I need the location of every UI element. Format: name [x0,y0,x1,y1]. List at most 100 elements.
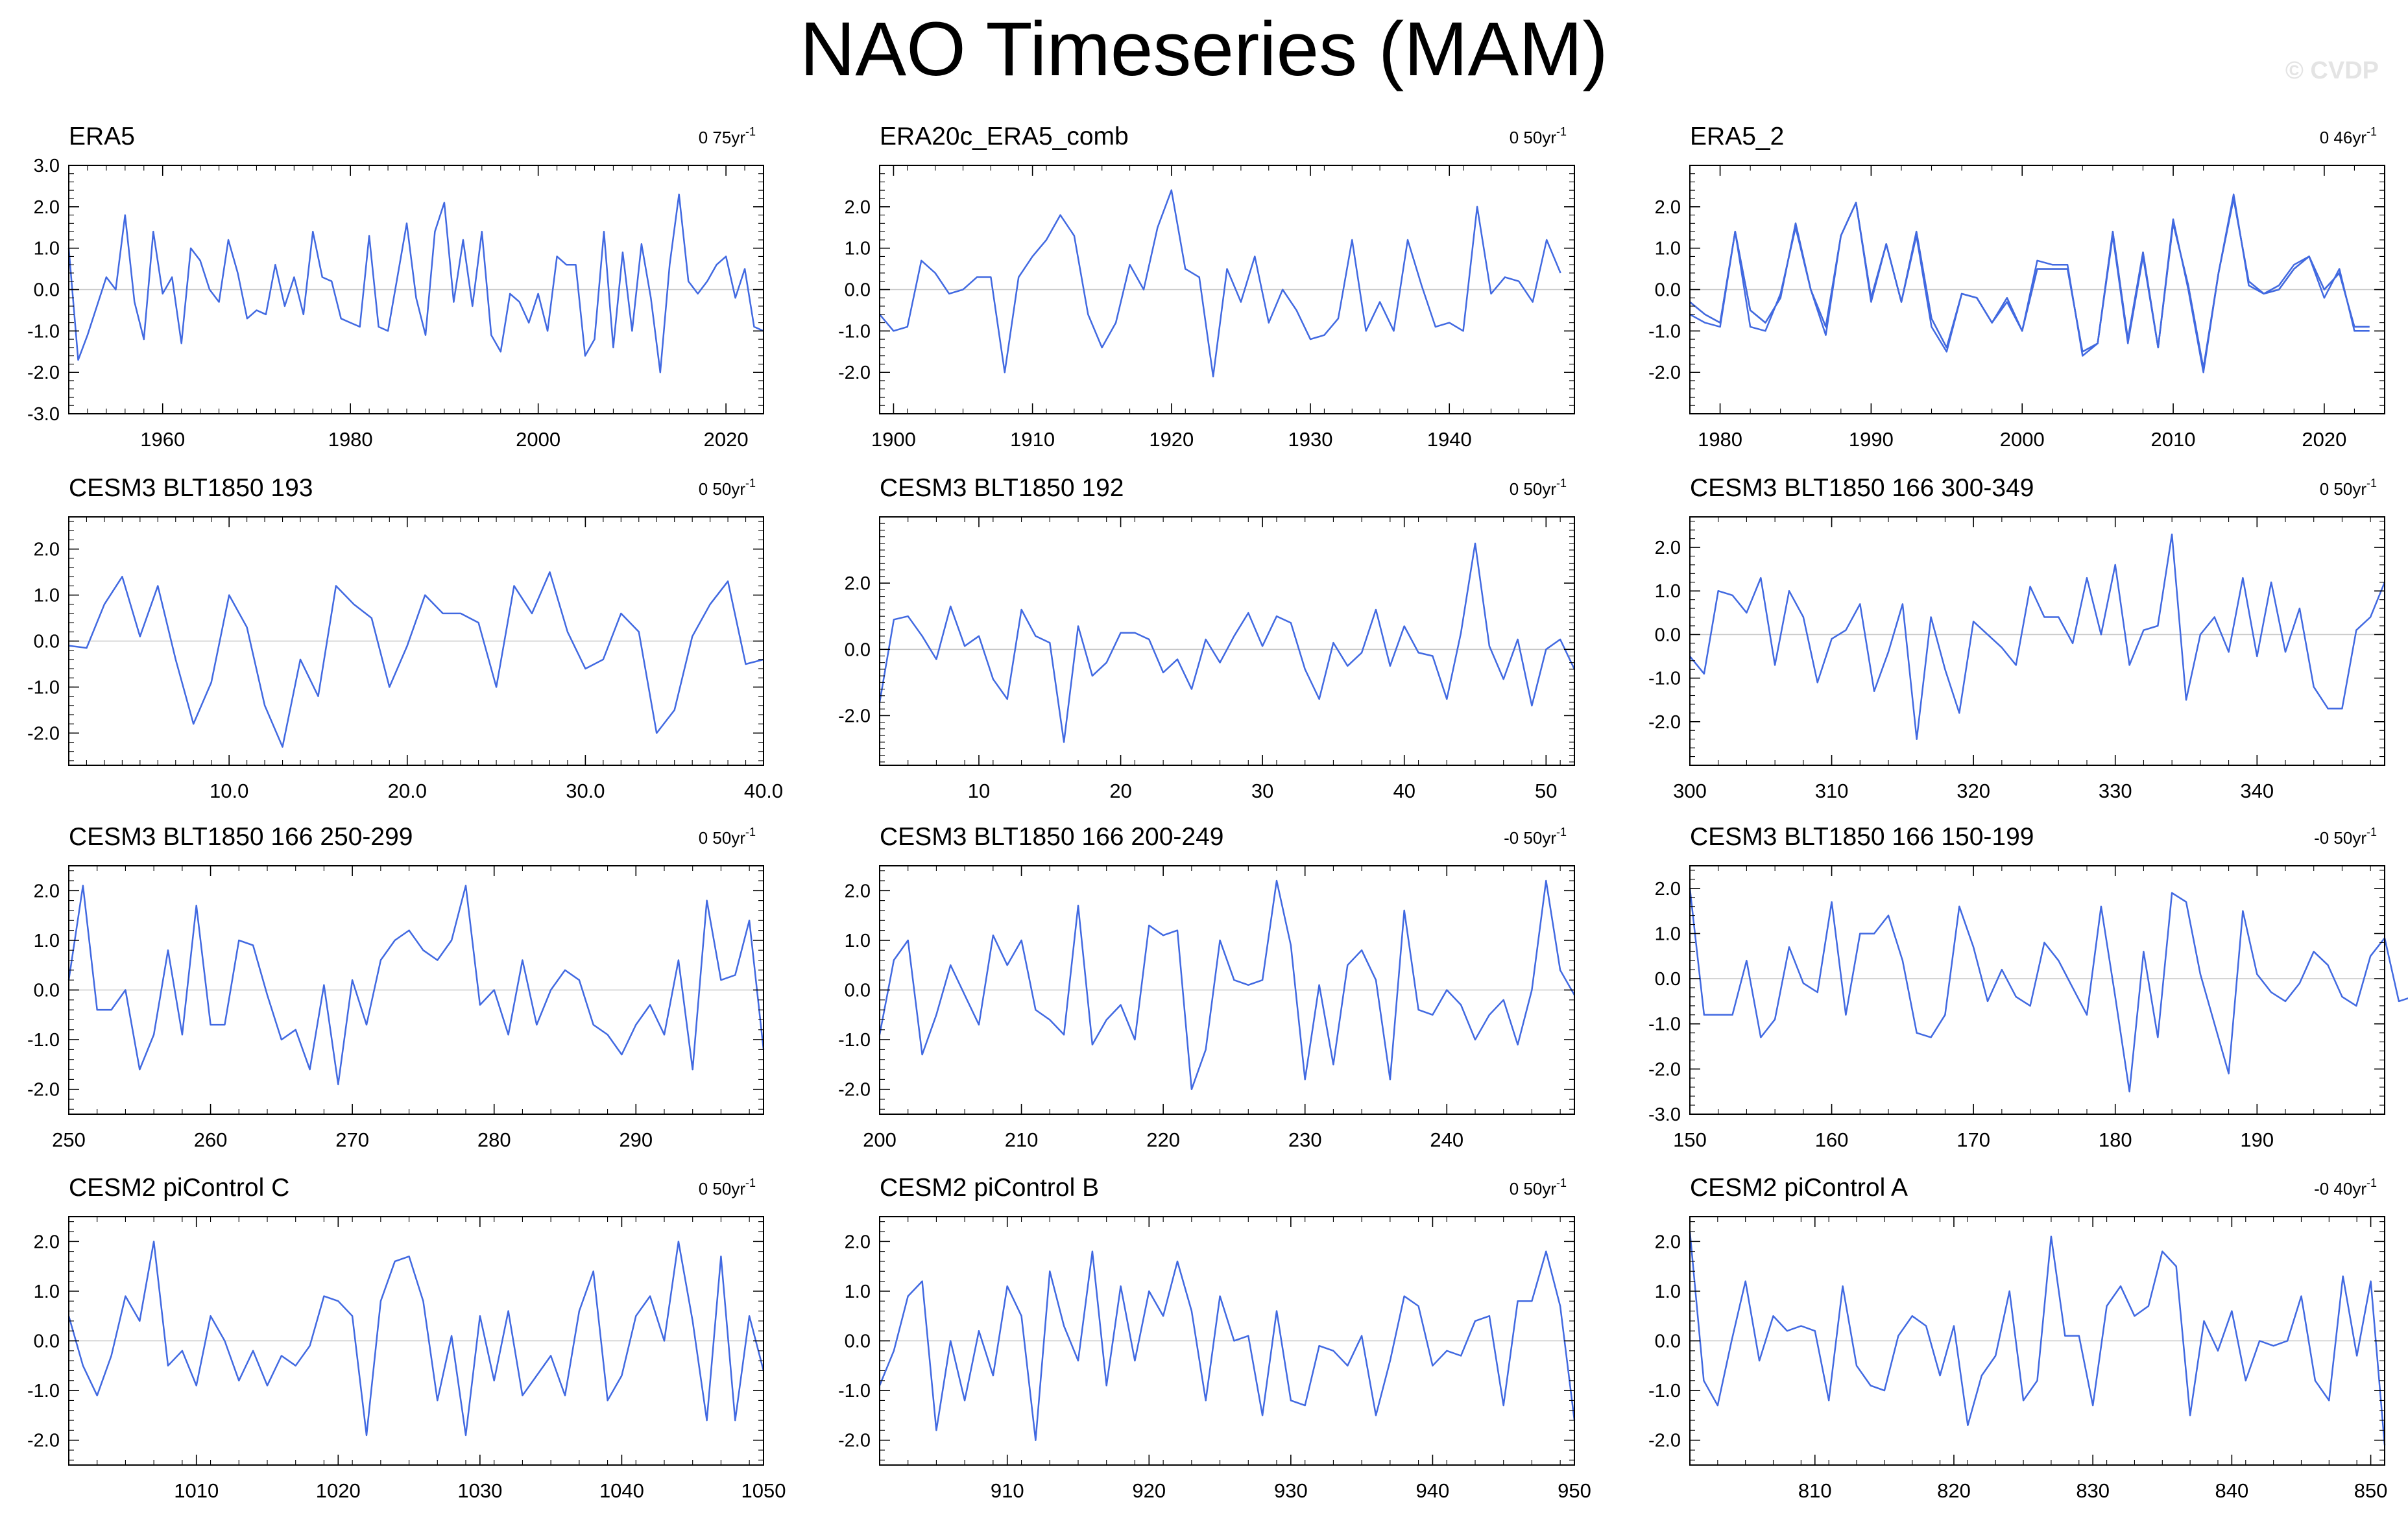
x-tick-label: 220 [1146,1128,1180,1151]
panel-11: CESM2 piControl B 0 50yr-1 -2.0 -1.0 0.0 1.0 2… [838,1174,1591,1502]
x-tick-label: 320 [1956,780,1990,802]
y-tick-label: 0.0 [34,632,60,652]
x-tick-label: 330 [2099,780,2132,802]
y-tick-label: 0.0 [845,1331,871,1352]
panel-title: CESM3 BLT1850 166 200-249 [880,823,1223,851]
x-tick-label: 230 [1288,1128,1322,1151]
plot-frame [879,516,1575,766]
plot-frame [1689,165,2385,414]
x-tick-label: 270 [335,1128,369,1151]
x-tick-label: 1990 [1849,428,1894,451]
series-line [68,571,764,748]
plot-frame [68,165,764,414]
x-tick-label: 1980 [1698,428,1742,451]
y-tick-label: 2.0 [1655,879,1681,900]
x-tick-label: 840 [2215,1479,2249,1502]
series-line [67,193,764,374]
panel-9: CESM3 BLT1850 166 150-199 -0 50yr-1 -3.0 -2… [1648,823,2408,1151]
y-tick-label: -3.0 [27,404,60,425]
series-line [1689,197,2370,370]
x-tick-label: 190 [2240,1128,2274,1151]
y-tick-label: 1.0 [34,1282,60,1302]
panel-2: ERA20c_ERA5_comb 0 50yr-1 -2.0 -1.0 0.0 1.0 2.… [838,123,1575,451]
panel-6: CESM3 BLT1850 166 300-349 0 50yr-1 -2.0 -1.… [1648,474,2386,802]
y-tick-label: 1.0 [1655,581,1681,602]
y-tick-label: -2.0 [1648,712,1681,733]
trend-label: 0 50yr-1 [1510,1176,1567,1198]
page-title: NAO Timeseries (MAM) [800,6,1608,92]
x-tick-label: 810 [1798,1479,1832,1502]
trend-label: -0 50yr-1 [1504,826,1567,848]
trend-label: 0 50yr-1 [2320,477,2377,499]
y-tick-label: -2.0 [27,1080,60,1101]
y-tick-label: -1.0 [838,321,871,342]
trend-label: 0 50yr-1 [1510,477,1567,499]
x-tick-label: 940 [1416,1479,1450,1502]
panel-10: CESM2 piControl C 0 50yr-1 -2.0 -1.0 0.0 1.0 2… [27,1174,786,1502]
y-tick-label: -1.0 [838,1030,871,1051]
y-tick-label: -3.0 [1648,1104,1681,1125]
y-tick-label: 2.0 [34,1232,60,1252]
series-line [878,1250,1576,1441]
y-tick-label: 2.0 [34,881,60,901]
panel-5: CESM3 BLT1850 192 0 50yr-1 -2.0 0.0 2.0 10 20 3… [838,474,1576,802]
series-line [67,1241,765,1437]
x-tick-label: 1050 [741,1479,786,1502]
x-tick-label: 2000 [516,428,560,451]
x-tick-label: 260 [194,1128,228,1151]
panel-title: CESM3 BLT1850 193 [69,474,313,502]
x-tick-label: 30.0 [566,780,605,802]
x-tick-label: 40.0 [744,780,783,802]
y-tick-label: -1.0 [1648,1381,1681,1401]
y-tick-label: 0.0 [34,280,60,301]
y-tick-label: -2.0 [838,1080,871,1101]
x-tick-label: 1900 [871,428,916,451]
x-tick-label: 1030 [457,1479,502,1502]
series-line [878,542,1576,743]
plot-frame [68,516,764,766]
y-tick-label: 1.0 [845,931,871,951]
x-tick-label: 170 [1956,1128,1990,1151]
x-tick-label: 20 [1109,780,1131,802]
y-tick-label: -1.0 [27,321,60,342]
x-tick-label: 290 [619,1128,653,1151]
x-tick-label: 10 [968,780,990,802]
y-tick-label: 0.0 [1655,1331,1681,1352]
y-tick-label: 1.0 [1655,1282,1681,1302]
trend-label: 0 75yr-1 [699,125,756,147]
trend-label: 0 50yr-1 [699,477,756,499]
y-tick-label: 2.0 [845,197,871,218]
y-tick-label: -1.0 [1648,669,1681,689]
x-tick-label: 20.0 [388,780,427,802]
series-line [1689,888,2408,1093]
x-tick-label: 910 [991,1479,1024,1502]
series-line [1689,193,2370,374]
plot-frame [879,1216,1575,1466]
x-tick-label: 1020 [316,1479,361,1502]
x-tick-label: 200 [863,1128,897,1151]
panel-title: CESM2 piControl B [880,1174,1099,1202]
panel-7: CESM3 BLT1850 166 250-299 0 50yr-1 -2.0 -1.… [27,823,765,1151]
y-tick-label: 0.0 [1655,625,1681,645]
y-tick-label: -1.0 [27,677,60,698]
x-tick-label: 50 [1535,780,1557,802]
y-tick-label: 1.0 [845,1282,871,1302]
y-tick-label: -2.0 [1648,363,1681,383]
x-tick-label: 300 [1673,780,1707,802]
x-tick-label: 150 [1673,1128,1707,1151]
x-tick-label: 950 [1558,1479,1591,1502]
x-tick-label: 820 [1937,1479,1971,1502]
x-tick-label: 2020 [704,428,749,451]
trend-label: -0 40yr-1 [2314,1176,2377,1198]
y-tick-label: 1.0 [34,931,60,951]
y-tick-label: 0.0 [1655,280,1681,301]
plot-frame [68,865,764,1115]
panel-title: ERA5 [69,123,135,150]
y-tick-label: 2.0 [1655,1232,1681,1252]
y-tick-label: -2.0 [1648,1059,1681,1080]
plot-frame [879,865,1575,1115]
y-tick-label: 0.0 [34,1331,60,1352]
y-tick-label: 2.0 [34,540,60,560]
series-line [1689,533,2386,740]
plot-frame [879,165,1575,414]
